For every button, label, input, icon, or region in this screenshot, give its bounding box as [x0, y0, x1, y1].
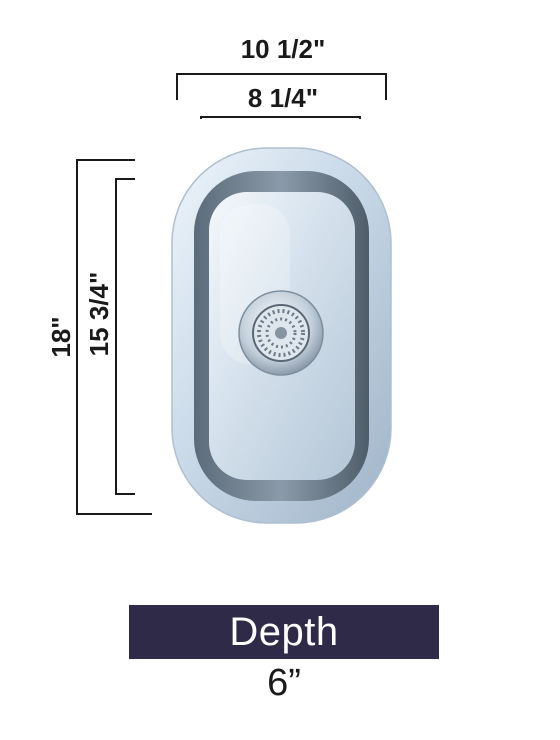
depth-banner: Depth — [129, 605, 439, 659]
outer-width-bracket — [176, 73, 387, 100]
outer-width-label: 10 1/2" — [241, 34, 326, 64]
inner-length-label: 15 3/4" — [84, 272, 114, 357]
inner-width-bracket — [200, 116, 361, 119]
inner-width-label: 8 1/4" — [248, 83, 318, 113]
inner-length-bracket — [115, 178, 135, 495]
outer-length-label: 18" — [46, 316, 76, 357]
drain-strainer-icon — [238, 290, 324, 376]
depth-label: Depth — [229, 609, 339, 654]
depth-value: 6” — [267, 662, 301, 704]
outer-length-bracket — [76, 159, 152, 515]
